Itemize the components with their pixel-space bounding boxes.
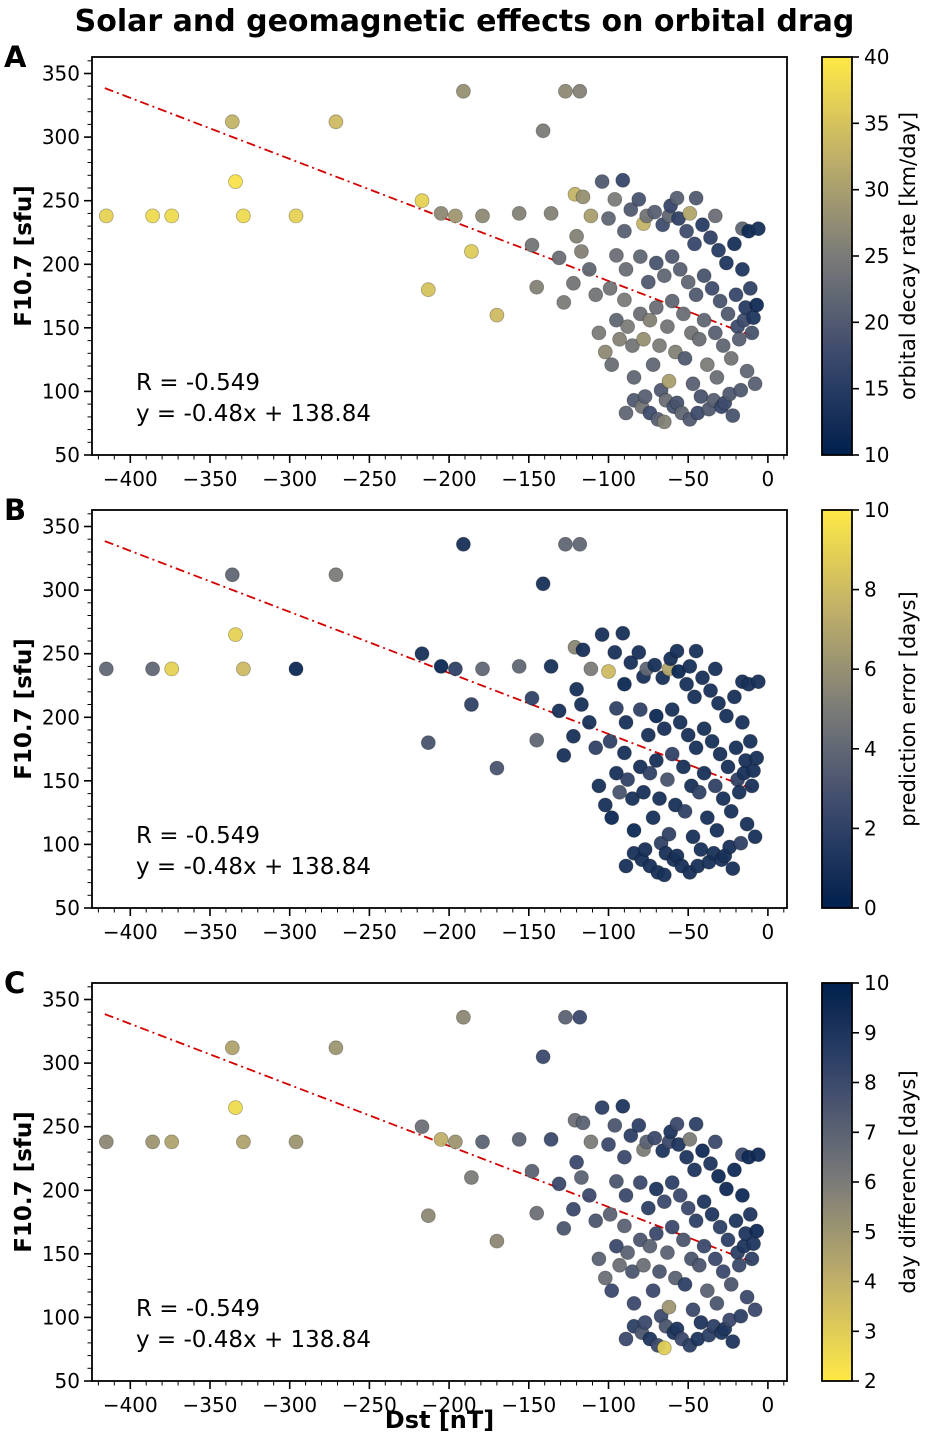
annotation-b-r: R = -0.549 <box>136 823 261 849</box>
svg-text:300: 300 <box>42 125 80 149</box>
svg-text:−50: −50 <box>667 467 709 491</box>
svg-text:−200: −200 <box>422 1393 477 1417</box>
svg-text:4: 4 <box>864 737 877 761</box>
svg-text:25: 25 <box>864 244 889 268</box>
svg-text:150: 150 <box>42 1242 80 1266</box>
svg-text:50: 50 <box>55 1369 80 1393</box>
x-axis-label: Dst [nT] <box>384 1406 495 1434</box>
svg-text:0: 0 <box>762 920 775 944</box>
svg-text:0: 0 <box>864 896 877 920</box>
svg-text:50: 50 <box>55 443 80 467</box>
annotation-c-fit: y = -0.48x + 138.84 <box>136 1327 371 1353</box>
annotation-c-r: R = -0.549 <box>136 1296 261 1322</box>
svg-text:50: 50 <box>55 896 80 920</box>
svg-text:200: 200 <box>42 1178 80 1202</box>
scatter-plot-a: −400 −350 −300 −250 −200 −150 −100 −50 0 50 100 150… <box>42 45 890 491</box>
annotation-a-r: R = -0.549 <box>136 370 261 396</box>
svg-text:−200: −200 <box>422 467 477 491</box>
svg-text:40: 40 <box>864 45 889 69</box>
svg-text:350: 350 <box>42 515 80 539</box>
svg-text:2: 2 <box>864 1369 877 1393</box>
svg-text:−300: −300 <box>262 920 317 944</box>
svg-text:3: 3 <box>864 1319 877 1343</box>
svg-text:250: 250 <box>42 1115 80 1139</box>
svg-text:−250: −250 <box>342 1393 397 1417</box>
svg-text:−50: −50 <box>667 920 709 944</box>
svg-text:8: 8 <box>864 1071 877 1095</box>
svg-text:10: 10 <box>864 443 889 467</box>
svg-text:−150: −150 <box>501 467 556 491</box>
svg-text:10: 10 <box>864 971 889 995</box>
svg-text:150: 150 <box>42 316 80 340</box>
svg-text:10: 10 <box>864 498 889 522</box>
svg-text:−100: −100 <box>581 467 636 491</box>
svg-text:15: 15 <box>864 377 889 401</box>
panel-a: A F10.7 [sfu] orbital decay rate [km/day… <box>0 40 929 495</box>
svg-text:−300: −300 <box>262 1393 317 1417</box>
svg-text:−400: −400 <box>103 1393 158 1417</box>
svg-text:9: 9 <box>864 1021 877 1045</box>
panel-b-letter: B <box>4 493 27 527</box>
svg-text:100: 100 <box>42 1305 80 1329</box>
svg-text:−150: −150 <box>501 1393 556 1417</box>
svg-text:4: 4 <box>864 1270 877 1294</box>
svg-text:250: 250 <box>42 189 80 213</box>
scatter-plot-b: −400 −350 −300 −250 −200 −150 −100 −50 050100150… <box>42 498 890 944</box>
svg-text:−250: −250 <box>342 467 397 491</box>
panel-c: C F10.7 [sfu] day difference [days] −400… <box>0 966 929 1421</box>
annotation-b: R = -0.549 y = -0.48x + 138.84 <box>136 821 371 883</box>
svg-text:−400: −400 <box>103 467 158 491</box>
svg-text:−400: −400 <box>103 920 158 944</box>
svg-text:350: 350 <box>42 988 80 1012</box>
svg-text:−100: −100 <box>581 920 636 944</box>
svg-text:−300: −300 <box>262 467 317 491</box>
svg-text:−350: −350 <box>183 467 238 491</box>
annotation-c: R = -0.549 y = -0.48x + 138.84 <box>136 1294 371 1356</box>
scatter-plot-c: −400 −350 −300 −250 −200 −150 −100 −50 0 50 100 150… <box>42 971 890 1417</box>
svg-text:−350: −350 <box>183 1393 238 1417</box>
svg-text:5: 5 <box>864 1220 877 1244</box>
svg-text:0: 0 <box>762 1393 775 1417</box>
annotation-a: R = -0.549 y = -0.48x + 138.84 <box>136 368 371 430</box>
svg-text:100: 100 <box>42 379 80 403</box>
svg-text:−100: −100 <box>581 1393 636 1417</box>
annotation-a-fit: y = -0.48x + 138.84 <box>136 401 371 427</box>
svg-text:6: 6 <box>864 657 877 681</box>
svg-text:−350: −350 <box>183 920 238 944</box>
svg-text:−200: −200 <box>422 920 477 944</box>
panel-b: B F10.7 [sfu] prediction error [days] −4… <box>0 493 929 948</box>
svg-text:20: 20 <box>864 310 889 334</box>
svg-text:7: 7 <box>864 1120 877 1144</box>
svg-text:300: 300 <box>42 1051 80 1075</box>
svg-text:250: 250 <box>42 642 80 666</box>
svg-text:200: 200 <box>42 705 80 729</box>
svg-text:200: 200 <box>42 252 80 276</box>
svg-text:6: 6 <box>864 1170 877 1194</box>
svg-text:100: 100 <box>42 832 80 856</box>
svg-text:2: 2 <box>864 816 877 840</box>
svg-text:8: 8 <box>864 578 877 602</box>
svg-text:0: 0 <box>762 467 775 491</box>
svg-text:350: 350 <box>42 62 80 86</box>
svg-text:−150: −150 <box>501 920 556 944</box>
svg-text:300: 300 <box>42 578 80 602</box>
svg-text:30: 30 <box>864 178 889 202</box>
annotation-b-fit: y = -0.48x + 138.84 <box>136 854 371 880</box>
svg-text:35: 35 <box>864 111 889 135</box>
svg-text:−250: −250 <box>342 920 397 944</box>
svg-text:150: 150 <box>42 769 80 793</box>
panel-a-letter: A <box>4 40 27 74</box>
figure-title: Solar and geomagnetic effects on orbital… <box>74 4 855 39</box>
panel-c-letter: C <box>4 966 26 1000</box>
svg-text:−50: −50 <box>667 1393 709 1417</box>
